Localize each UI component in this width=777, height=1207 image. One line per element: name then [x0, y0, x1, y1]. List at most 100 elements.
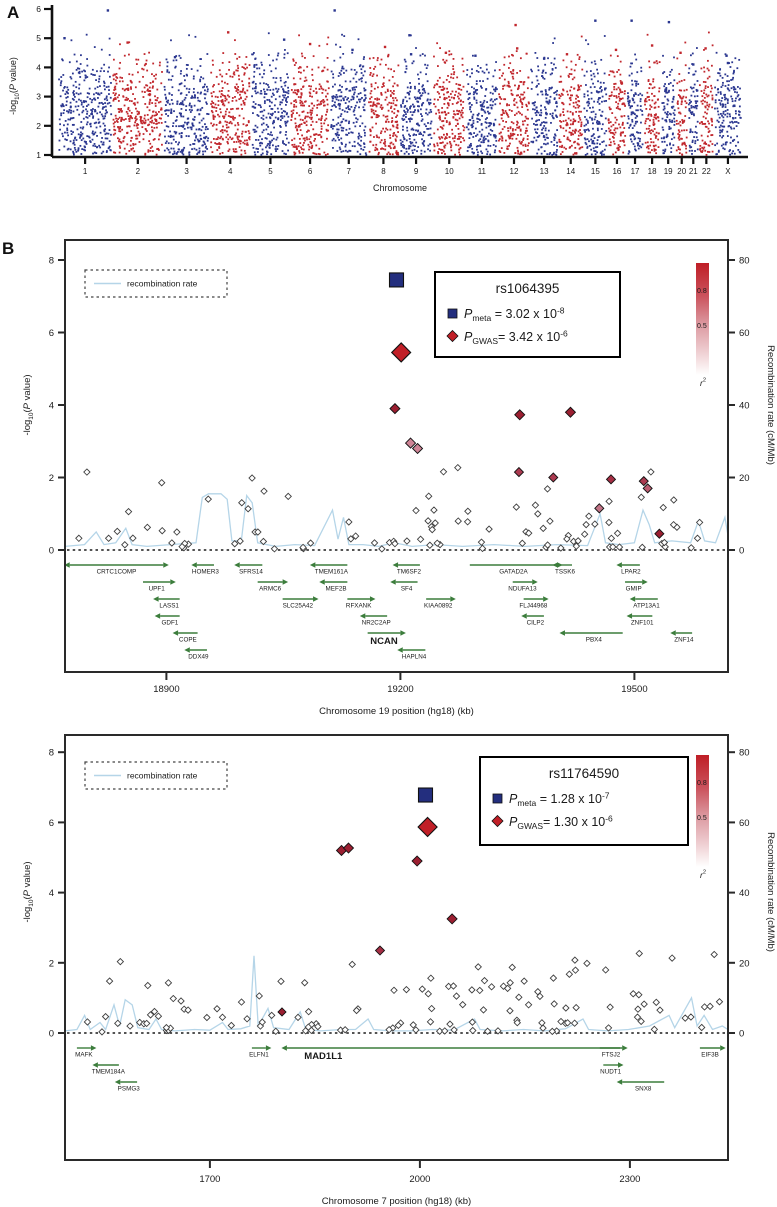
gene-track: CRTC1COMP HOMER3 SFRS14 TMEM161A TM6SF2 GATAD… — [64, 562, 694, 661]
x-axis-label: Chromosome 19 position (hg18) (kb) — [319, 706, 474, 717]
background-snp-points — [83, 949, 724, 1036]
x-axis-label: Chromosome — [373, 183, 427, 193]
gene-label-nr2c2ap: NR2C2AP — [362, 620, 391, 627]
lead-snp-meta-square — [388, 272, 405, 288]
y-tick-label: 8 — [49, 748, 54, 759]
y2-tick-label: 60 — [739, 328, 750, 339]
gene-label-homer3: HOMER3 — [192, 569, 219, 576]
chromosome-tick-label: 6 — [308, 167, 313, 176]
r2-colorbar: 0.8 0.5 r2 — [696, 263, 709, 388]
gwas-marker-icon — [446, 329, 459, 343]
x-tick-label: 19200 — [387, 684, 413, 695]
p-gwas-value: PGWAS= 1.30 x 10-6 — [509, 814, 613, 832]
gene-label-flj44968: FLJ44968 — [519, 603, 548, 610]
y-axis-label: -log10(P value) — [22, 861, 35, 922]
colorbar-tick-08: 0.8 — [697, 780, 707, 787]
gene-label-gatad2a: GATAD2A — [499, 569, 528, 576]
gene-label-gmip: GMIP — [626, 586, 642, 593]
chromosome-tick-label: 17 — [631, 167, 640, 176]
chromosome-tick-label: 7 — [347, 167, 352, 176]
chromosome-tick-label: 3 — [184, 167, 189, 176]
gene-label-tmem184a: TMEM184A — [92, 1069, 126, 1076]
y-tick-label: 5 — [36, 33, 41, 43]
colorbar-tick-08: 0.8 — [697, 288, 707, 295]
y-tick-label: 0 — [49, 1029, 54, 1040]
chromosome-tick-label: X — [725, 167, 731, 176]
chromosome-tick-label: 5 — [268, 167, 273, 176]
chromosome-tick-label: 9 — [414, 167, 419, 176]
gene-label-sf4: SF4 — [401, 586, 413, 593]
regional-plot-chr19: recombination rate rs1064395 Pmeta = 3.02 … — [22, 239, 776, 717]
p-meta-value: Pmeta = 1.28 x 10-7 — [509, 791, 610, 809]
gene-label-ncan: NCAN — [370, 636, 398, 647]
gene-label-slc25a42: SLC25A42 — [283, 603, 314, 610]
manhattan-points — [58, 9, 742, 156]
p-gwas-value: PGWAS= 3.42 x 10-6 — [464, 329, 568, 347]
gene-label-eif3b: EIF3B — [701, 1052, 719, 1059]
chromosome-tick-label: 21 — [689, 167, 698, 176]
chromosome-tick-label: 2 — [136, 167, 141, 176]
gene-label-mafk: MAFK — [75, 1052, 93, 1059]
y2-tick-label: 80 — [739, 256, 750, 267]
chromosome-tick-label: 11 — [478, 167, 487, 176]
lead-snp-gwas-diamond — [390, 342, 412, 363]
gene-label-hapln4: HAPLN4 — [402, 654, 427, 661]
gene-label-lass1: LASS1 — [159, 603, 179, 610]
lead-snp-meta-square — [417, 787, 434, 803]
y2-tick-label: 0 — [739, 546, 744, 557]
regional-plot-chr7: recombination rate rs11764590 Pmeta = 1.28… — [22, 734, 776, 1207]
y-tick-label: 4 — [36, 62, 41, 72]
recombination-legend-label: recombination rate — [127, 771, 198, 781]
lead-snp-info-box: rs11764590 Pmeta = 1.28 x 10-7 PGWAS= 1.30… — [479, 756, 689, 846]
gene-label-ftsj2: FTSJ2 — [602, 1052, 621, 1059]
y-tick-label: 3 — [36, 92, 41, 102]
colorbar-tick-05: 0.5 — [697, 323, 707, 330]
lead-snp-markers — [388, 272, 412, 363]
colorbar-title-r2: r2 — [700, 870, 706, 881]
chromosome-tick-label: 12 — [510, 167, 519, 176]
lead-snp-markers — [417, 787, 438, 838]
meta-marker-icon — [447, 308, 458, 319]
x-tick-label: 19500 — [621, 684, 647, 695]
gene-label-nudt1: NUDT1 — [600, 1069, 621, 1076]
meta-marker-icon — [492, 793, 503, 804]
colorbar-title-r2: r2 — [700, 378, 706, 389]
gene-label-znf14: ZNF14 — [674, 637, 694, 644]
y-axis-label: -log10(P value) — [8, 57, 21, 115]
y-tick-label: 2 — [49, 958, 54, 969]
gene-label-kiaa0892: KIAA0892 — [424, 603, 453, 610]
y2-tick-label: 80 — [739, 748, 750, 759]
gene-label-cope: COPE — [179, 637, 197, 644]
x-tick-label: 1700 — [199, 1174, 220, 1185]
panel-b-label: B — [2, 239, 15, 258]
chromosome-tick-label: 10 — [445, 167, 454, 176]
y-tick-label: 2 — [49, 473, 54, 484]
y-tick-label: 4 — [49, 888, 54, 899]
y-tick-label: 6 — [49, 328, 54, 339]
y2-axis-label: Recombination rate (cM/Mb) — [765, 345, 776, 465]
gene-label-lpar2: LPAR2 — [621, 569, 641, 576]
chromosome-tick-label: 20 — [677, 167, 686, 176]
ld-colored-snp-points — [277, 842, 458, 1017]
y-tick-label: 6 — [36, 4, 41, 14]
chromosome-tick-label: 1 — [83, 167, 88, 176]
y-tick-label: 6 — [49, 818, 54, 829]
chromosome-tick-label: 16 — [612, 167, 621, 176]
y2-tick-label: 20 — [739, 473, 750, 484]
chromosome-tick-label: 4 — [228, 167, 233, 176]
gene-label-pbx4: PBX4 — [586, 637, 603, 644]
recombination-rate-line — [64, 493, 729, 548]
gene-label-snx8: SNX8 — [635, 1086, 652, 1093]
gene-label-mef2b: MEF2B — [326, 586, 347, 593]
y2-tick-label: 0 — [739, 1029, 744, 1040]
y2-tick-label: 20 — [739, 958, 750, 969]
chromosome-tick-label: 19 — [664, 167, 673, 176]
gene-label-sfrs14: SFRS14 — [239, 569, 263, 576]
p-meta-value: Pmeta = 3.02 x 10-8 — [464, 306, 565, 324]
chromosome-tick-label: 18 — [648, 167, 657, 176]
y-tick-label: 4 — [49, 401, 54, 412]
